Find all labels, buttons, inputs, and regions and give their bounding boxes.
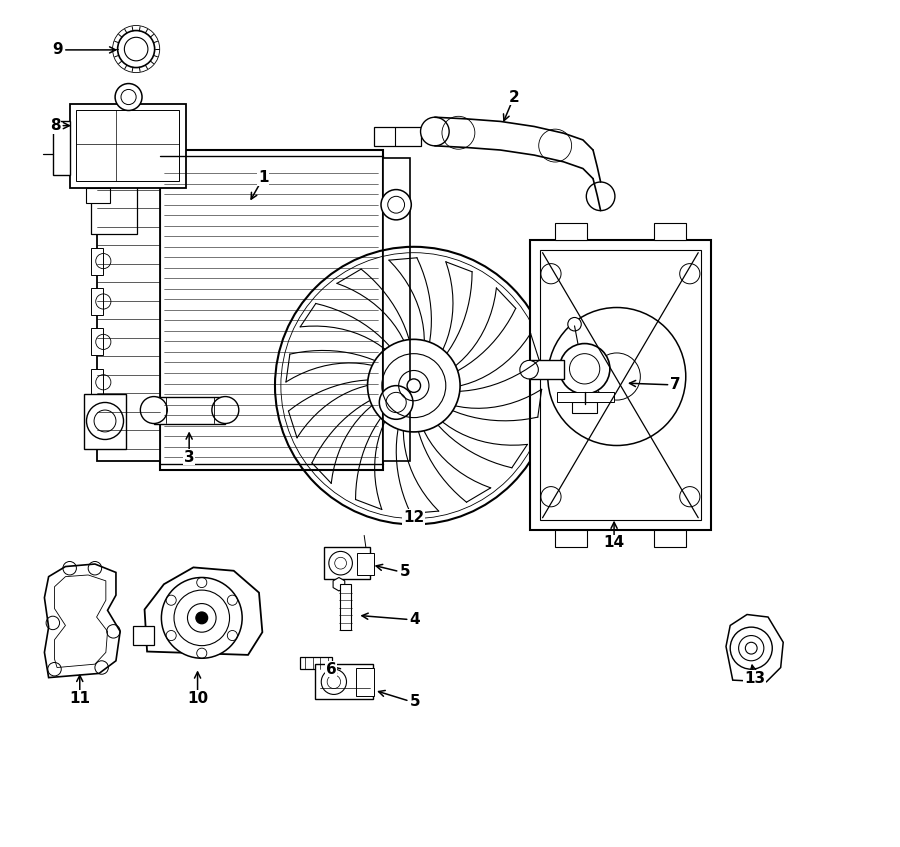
Polygon shape: [145, 567, 263, 655]
Bar: [530, 240, 711, 530]
Bar: [133, 626, 154, 645]
Text: 5: 5: [410, 694, 420, 709]
Circle shape: [140, 396, 167, 424]
Bar: [529, 360, 564, 379]
Text: 7: 7: [670, 377, 681, 392]
Text: 4: 4: [410, 612, 420, 627]
Bar: [382, 158, 410, 462]
Bar: [91, 184, 137, 234]
Bar: [91, 409, 104, 436]
Text: 12: 12: [403, 510, 425, 525]
Circle shape: [586, 182, 615, 211]
Circle shape: [161, 578, 242, 658]
Bar: [653, 530, 686, 547]
Circle shape: [115, 84, 142, 110]
Bar: [356, 667, 374, 696]
Bar: [555, 224, 587, 240]
Bar: [159, 150, 382, 470]
Circle shape: [118, 30, 155, 68]
Bar: [91, 368, 104, 396]
Bar: [374, 127, 420, 146]
Bar: [324, 547, 370, 579]
Circle shape: [321, 669, 347, 695]
Circle shape: [568, 318, 581, 331]
Bar: [572, 402, 598, 412]
Bar: [86, 188, 110, 203]
Text: 11: 11: [69, 691, 90, 706]
Text: 5: 5: [400, 564, 410, 579]
Bar: [84, 394, 126, 449]
Polygon shape: [55, 575, 107, 667]
Circle shape: [745, 642, 757, 654]
Text: 10: 10: [187, 691, 208, 706]
Text: 14: 14: [604, 535, 625, 551]
Circle shape: [86, 402, 123, 440]
Text: 2: 2: [508, 90, 519, 104]
Circle shape: [379, 385, 413, 419]
Bar: [76, 110, 179, 181]
Bar: [91, 288, 104, 315]
Polygon shape: [44, 564, 121, 678]
Bar: [315, 664, 373, 700]
Text: 3: 3: [184, 450, 194, 465]
Circle shape: [560, 344, 610, 394]
Bar: [154, 396, 225, 424]
Circle shape: [420, 117, 449, 146]
Circle shape: [381, 190, 411, 220]
Circle shape: [520, 360, 538, 379]
Text: 1: 1: [258, 170, 268, 185]
Bar: [540, 250, 701, 520]
Bar: [357, 553, 374, 575]
Bar: [301, 657, 332, 669]
Bar: [96, 158, 159, 462]
Text: 8: 8: [50, 118, 60, 133]
Polygon shape: [726, 615, 783, 682]
Bar: [69, 103, 185, 188]
Bar: [653, 224, 686, 240]
Bar: [340, 584, 351, 630]
Bar: [91, 167, 104, 194]
Bar: [91, 247, 104, 274]
Circle shape: [407, 379, 420, 392]
Circle shape: [328, 551, 353, 575]
Text: 9: 9: [52, 42, 63, 58]
Bar: [91, 208, 104, 234]
Circle shape: [212, 396, 239, 424]
Circle shape: [730, 627, 772, 669]
Bar: [91, 329, 104, 356]
Text: 6: 6: [326, 662, 337, 677]
Polygon shape: [333, 578, 345, 591]
Bar: [555, 530, 587, 547]
Circle shape: [196, 612, 208, 623]
Bar: [53, 120, 69, 175]
Bar: [557, 391, 614, 401]
Text: 13: 13: [744, 671, 765, 686]
